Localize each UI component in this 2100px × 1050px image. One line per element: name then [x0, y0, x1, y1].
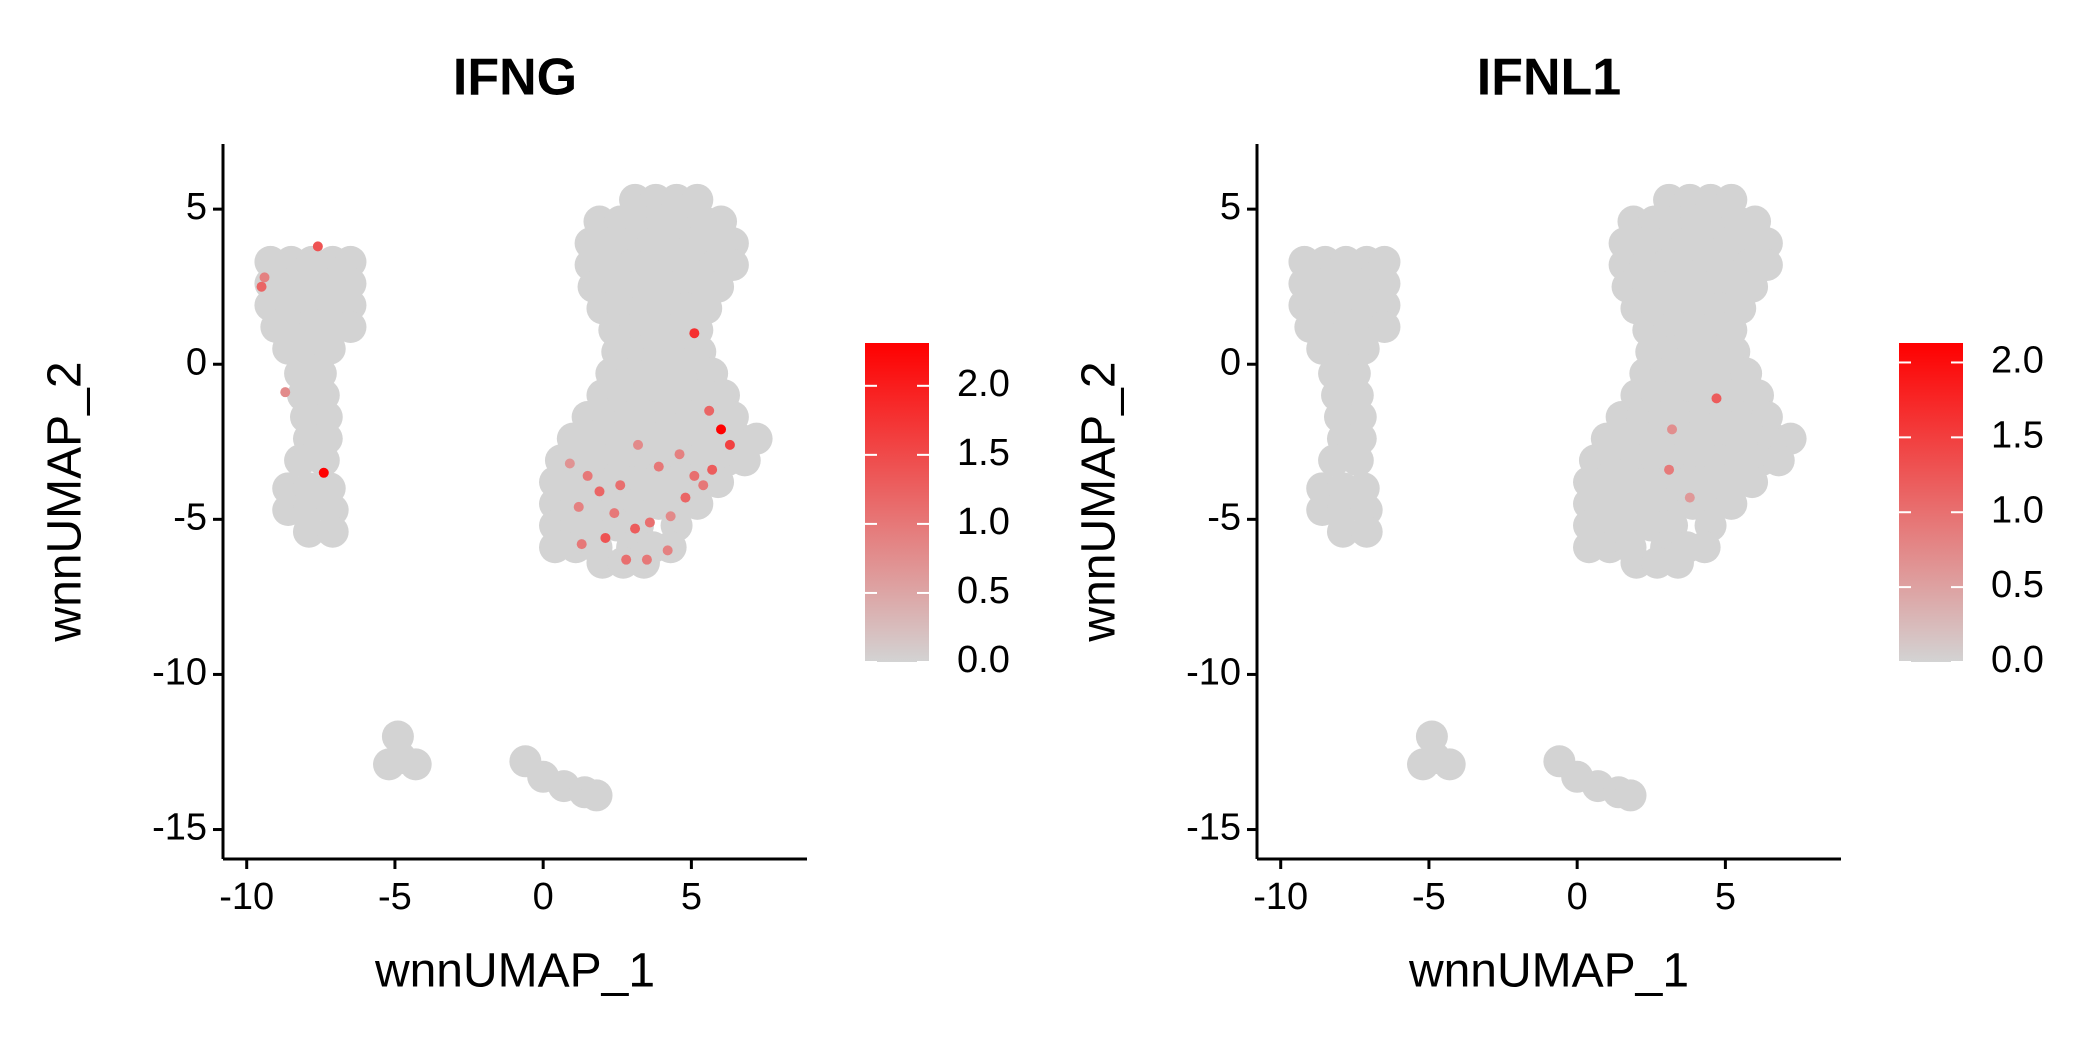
cell-point	[1326, 515, 1359, 548]
x-tick-label: -10	[1253, 876, 1308, 918]
cell-point	[698, 480, 709, 491]
cell-point	[704, 405, 715, 416]
cell-point	[653, 461, 664, 472]
cell-point	[630, 523, 641, 534]
cell-point	[600, 532, 611, 543]
color-tick-label: 2.0	[1991, 340, 2044, 382]
y-axis-title: wnnUMAP_2	[1073, 361, 1126, 642]
cell-point	[280, 387, 291, 398]
cell-point	[292, 515, 325, 548]
color-tick-label: 1.5	[1991, 414, 2044, 456]
cell-point	[716, 424, 727, 435]
color-tick-label: 1.0	[1991, 489, 2044, 531]
cell-point	[316, 515, 349, 548]
plot-panel	[254, 183, 773, 812]
cell-point	[1661, 546, 1694, 579]
cell-point	[1433, 748, 1466, 781]
cell-point	[689, 470, 700, 481]
x-tick-label: -5	[1412, 876, 1446, 918]
cell-point	[1614, 779, 1647, 812]
cell-point	[674, 449, 685, 460]
cell-point	[399, 748, 432, 781]
x-axis-title: wnnUMAP_1	[374, 945, 655, 998]
color-bar	[1899, 343, 1963, 662]
cell-point	[256, 281, 267, 292]
color-tick-label: 0.5	[957, 570, 1010, 612]
cell-point	[1684, 492, 1695, 503]
cell-point	[707, 464, 718, 475]
y-tick-label: -5	[1207, 496, 1241, 538]
x-tick-label: -10	[219, 876, 274, 918]
color-tick-label: 0.5	[1991, 564, 2044, 606]
cell-point	[582, 470, 593, 481]
chart-title: IFNL1	[1477, 49, 1621, 107]
color-tick-label: 1.5	[957, 432, 1010, 474]
cell-point	[318, 467, 329, 478]
y-axis-title: wnnUMAP_2	[39, 361, 92, 642]
cell-point	[1318, 444, 1351, 477]
cell-point	[1407, 748, 1440, 781]
cell-point	[564, 458, 575, 469]
color-tick-label: 1.0	[957, 501, 1010, 543]
x-tick-label: 0	[533, 876, 554, 918]
x-axis-title: wnnUMAP_1	[1408, 945, 1689, 998]
x-tick-label: 5	[681, 876, 702, 918]
cell-point	[1711, 393, 1722, 404]
cell-point	[724, 439, 735, 450]
cell-point	[576, 539, 587, 550]
y-tick-label: -15	[152, 807, 207, 849]
cell-point	[334, 311, 367, 344]
cell-point	[312, 241, 323, 252]
cell-point	[662, 545, 673, 556]
cell-point	[1762, 444, 1795, 477]
cell-point	[621, 554, 632, 565]
cell-point	[728, 444, 761, 477]
x-tick-label: -5	[378, 876, 412, 918]
color-bar	[865, 343, 929, 662]
cell-point	[641, 554, 652, 565]
color-tick-label: 2.0	[957, 363, 1010, 405]
cell-point	[1667, 424, 1678, 435]
y-tick-label: 0	[186, 341, 207, 383]
color-tick-label: 0.0	[957, 639, 1010, 681]
x-tick-label: 5	[1715, 876, 1736, 918]
cell-point	[1341, 444, 1374, 477]
cell-point	[1664, 464, 1675, 475]
cell-point	[594, 486, 605, 497]
cell-point	[615, 480, 626, 491]
cell-point	[284, 444, 317, 477]
x-tick-label: 0	[1567, 876, 1588, 918]
cell-point	[1368, 311, 1401, 344]
y-tick-label: -15	[1186, 807, 1241, 849]
cell-point	[680, 492, 691, 503]
cell-point	[665, 511, 676, 522]
cell-point	[689, 328, 700, 339]
cell-point	[580, 779, 613, 812]
cell-point	[633, 439, 644, 450]
y-tick-label: 0	[1220, 341, 1241, 383]
y-tick-label: 5	[1220, 186, 1241, 228]
cell-point	[307, 444, 340, 477]
cell-point	[573, 501, 584, 512]
y-tick-label: -5	[173, 496, 207, 538]
y-tick-label: -10	[1186, 651, 1241, 693]
y-tick-label: 5	[186, 186, 207, 228]
cell-point	[373, 748, 406, 781]
plot-panel	[1288, 183, 1807, 812]
cell-point	[609, 508, 620, 519]
cell-point	[644, 517, 655, 528]
color-tick-label: 0.0	[1991, 639, 2044, 681]
cell-point	[1350, 515, 1383, 548]
cell-point	[1688, 531, 1721, 564]
cell-point	[1715, 487, 1748, 520]
cell-point	[1347, 332, 1380, 365]
chart-title: IFNG	[453, 49, 577, 107]
y-tick-label: -10	[152, 651, 207, 693]
cell-point	[259, 272, 270, 283]
cell-point	[1736, 466, 1769, 499]
cell-point	[313, 332, 346, 365]
